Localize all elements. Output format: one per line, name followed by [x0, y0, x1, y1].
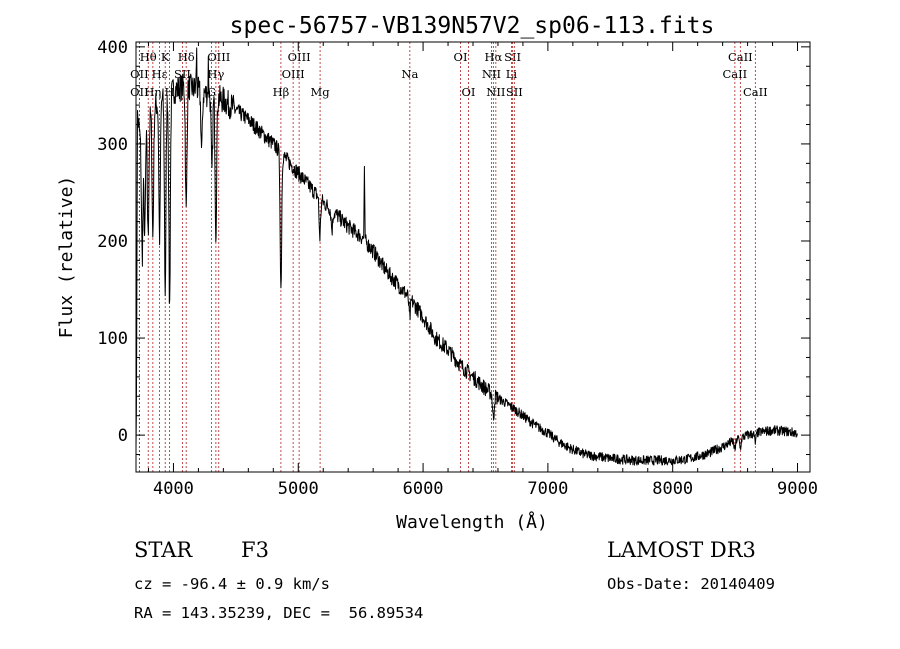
line-marker-label: Hα: [484, 50, 502, 64]
object-type: STAR: [134, 538, 193, 562]
line-marker-label: K: [161, 50, 170, 64]
x-tick-label: 9000: [777, 479, 818, 499]
y-tick-label: 200: [97, 232, 128, 252]
line-marker-label: OIII: [207, 50, 230, 64]
x-tick-label: 5000: [278, 479, 319, 499]
line-marker-label: Na: [401, 67, 418, 81]
x-tick-label: 7000: [527, 479, 568, 499]
x-axis-label: Wavelength (Å): [396, 511, 548, 533]
line-marker-label: CaII: [743, 85, 768, 99]
y-tick-label: 100: [97, 329, 128, 349]
x-tick-label: 8000: [652, 479, 693, 499]
x-tick-label: 4000: [153, 479, 194, 499]
y-tick-label: 0: [118, 426, 128, 446]
line-marker-label: OI: [462, 85, 476, 99]
y-axis-label: Flux (relative): [56, 176, 77, 339]
line-marker-label: Mg: [311, 85, 331, 99]
line-marker-label: OIII: [282, 67, 305, 81]
line-marker-label: Hβ: [273, 85, 290, 99]
line-marker-label: OII: [130, 85, 149, 99]
line-marker-label: Hδ: [178, 50, 195, 64]
line-marker-label: NII: [482, 67, 501, 81]
line-marker-label: SII: [506, 85, 523, 99]
y-tick-label: 300: [97, 135, 128, 155]
chart-title: spec-56757-VB139N57V2_sp06-113.fits: [230, 13, 715, 39]
line-marker-label: G: [207, 85, 216, 99]
plot-frame: [135, 41, 811, 473]
obs-date: Obs-Date: 20140409: [607, 575, 775, 593]
line-marker-label: Li: [506, 67, 518, 81]
line-marker-label: Hε: [152, 67, 168, 81]
redshift-value: cz = -96.4 ± 0.9 km/s: [134, 575, 330, 593]
line-marker-label: SII: [504, 50, 521, 64]
y-tick-label: 400: [97, 38, 128, 58]
x-tick-label: 6000: [403, 479, 444, 499]
line-marker-label: Hη: [144, 85, 161, 99]
line-marker-label: OIII: [288, 50, 311, 64]
survey-name: LAMOST DR3: [607, 538, 756, 562]
line-marker-label: Hθ: [140, 50, 157, 64]
spectrum-line: [135, 47, 798, 466]
y-axis-ticks: 0 100 200 300 400: [97, 38, 810, 456]
line-marker-label: CaII: [722, 67, 747, 81]
line-marker-label: OI: [454, 50, 468, 64]
coordinates: RA = 143.35239, DEC = 56.89534: [134, 604, 424, 622]
object-subclass: F3: [241, 538, 269, 562]
x-axis-ticks: 4000 5000 6000 7000 8000 9000: [147, 42, 818, 499]
line-marker-label: NII: [486, 85, 505, 99]
line-marker-label: Hγ: [207, 67, 224, 81]
line-marker-label: H: [165, 85, 175, 99]
line-marker-label: CaII: [728, 50, 753, 64]
